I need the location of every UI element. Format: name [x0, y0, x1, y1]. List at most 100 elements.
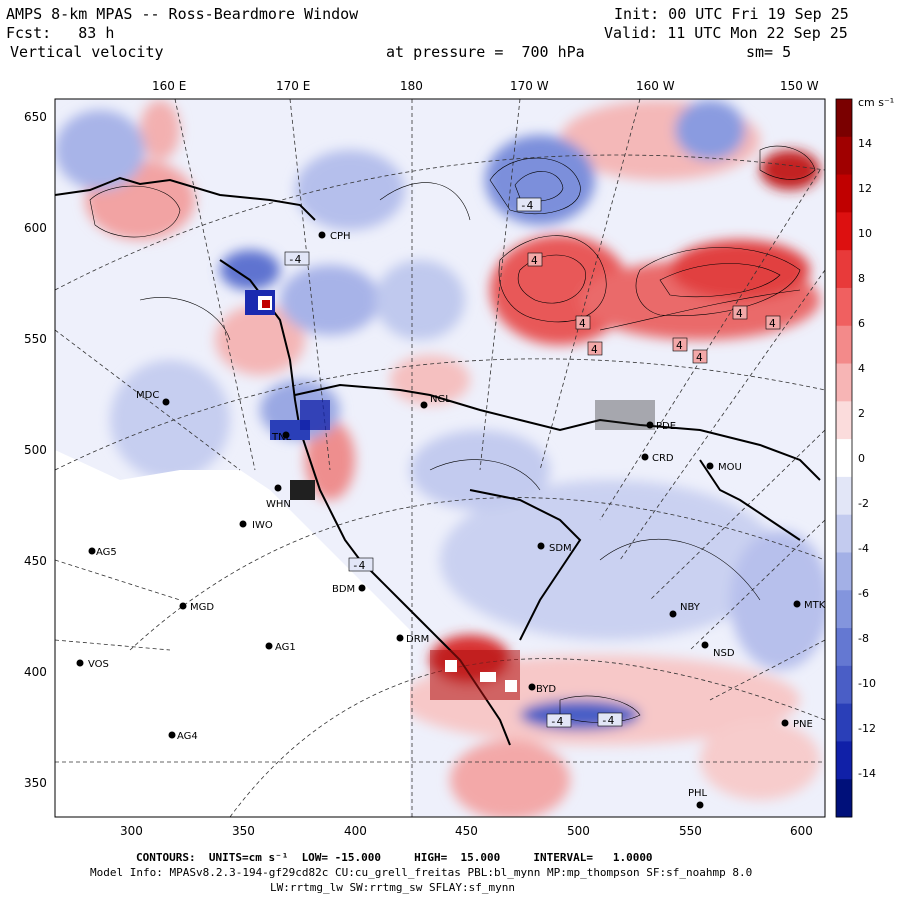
colorbar-label-m8: -8 — [858, 632, 869, 645]
top-tick-180: 180 — [400, 79, 423, 93]
colorbar-label-m14: -14 — [858, 767, 876, 780]
station-phl: PHL — [688, 788, 708, 799]
colorbar-label-m2: -2 — [858, 497, 869, 510]
colorbar-band — [836, 439, 852, 478]
terrain-noise — [245, 290, 655, 700]
contour-lines — [89, 145, 816, 723]
colorbar-band — [836, 741, 852, 780]
forecast-hour: Fcst: 83 h — [6, 24, 115, 42]
left-tick-550: 550 — [24, 332, 47, 346]
bottom-tick-350: 350 — [232, 824, 255, 838]
contour-label-2: -4 — [288, 253, 302, 266]
station-mtk: MTK — [804, 600, 826, 611]
station-mou: MOU — [718, 462, 742, 473]
bottom-tick-500: 500 — [567, 824, 590, 838]
valid-time: Valid: 11 UTC Mon 22 Sep 25 — [604, 24, 848, 42]
smoothing-value: sm= 5 — [746, 43, 792, 61]
colorbar-label-14: 14 — [858, 137, 872, 150]
colorbar-label-0: 0 — [858, 452, 865, 465]
station-sdm: SDM — [549, 543, 572, 554]
left-tick-400: 400 — [24, 665, 47, 679]
colorbar-band — [836, 552, 852, 591]
colorbar-units: cm s⁻¹ — [858, 96, 895, 109]
colorbar-label-m10: -10 — [858, 677, 876, 690]
colorbar-frame — [835, 98, 853, 818]
left-tick-650: 650 — [24, 110, 47, 124]
top-tick-160e: 160 E — [152, 79, 187, 93]
colorbar-band — [836, 401, 852, 440]
physics-info: LW:rrtmg_lw SW:rrtmg_sw SFLAY:sf_mynn — [270, 881, 516, 894]
left-tick-450: 450 — [24, 554, 47, 568]
colorbar-band — [836, 590, 852, 629]
colorbar-band — [836, 665, 852, 705]
colorbar-band — [836, 703, 852, 742]
colorbar-band — [836, 476, 852, 516]
bottom-tick-300: 300 — [120, 824, 143, 838]
colorbar-band — [836, 136, 852, 176]
contour-label-12: -4 — [601, 714, 615, 727]
contour-label-5: 4 — [591, 343, 598, 356]
station-nby: NBY — [680, 602, 701, 613]
station-iwo: IWO — [252, 520, 273, 531]
contour-label-11: -4 — [550, 715, 564, 728]
station-crd: CRD — [652, 453, 674, 464]
station-mdc: MDC — [136, 390, 159, 401]
colorbar-band — [836, 363, 852, 402]
contour-label-7: 4 — [696, 351, 703, 364]
station-pde: PDE — [656, 421, 676, 432]
colorbar-band — [836, 779, 852, 818]
contour-label-1: -4 — [520, 199, 534, 212]
colorbar-label-m4: -4 — [858, 542, 869, 555]
top-tick-150w: 150 W — [780, 79, 819, 93]
contour-info: CONTOURS: UNITS=cm s⁻¹ LOW= -15.000 HIGH… — [136, 851, 653, 864]
contour-label-3: 4 — [531, 254, 538, 267]
colorbar — [836, 99, 852, 818]
colorbar-label-12: 12 — [858, 182, 872, 195]
colorbar-label-m12: -12 — [858, 722, 876, 735]
station-drm: DRM — [406, 634, 429, 645]
colorbar-label-8: 8 — [858, 272, 865, 285]
colorbar-band — [836, 99, 852, 138]
station-bdm: BDM — [332, 584, 355, 595]
bottom-tick-550: 550 — [679, 824, 702, 838]
contour-label-9: 4 — [769, 317, 776, 330]
station-nsd: NSD — [713, 648, 735, 659]
bottom-tick-400: 400 — [344, 824, 367, 838]
contour-label-6: 4 — [676, 339, 683, 352]
colorbar-band — [836, 325, 852, 365]
top-tick-160w: 160 W — [636, 79, 675, 93]
contour-label-10: -4 — [352, 559, 366, 572]
top-tick-170e: 170 E — [276, 79, 311, 93]
model-info: Model Info: MPASv8.2.3-194-gf29cd82c CU:… — [90, 866, 753, 879]
bottom-tick-450: 450 — [455, 824, 478, 838]
colorbar-band — [836, 174, 852, 213]
station-cph: CPH — [330, 231, 351, 242]
contour-label-8: 4 — [736, 307, 743, 320]
colorbar-label-10: 10 — [858, 227, 872, 240]
model-title: AMPS 8-km MPAS -- Ross-Beardmore Window — [6, 5, 359, 23]
station-tnl: TNL — [271, 432, 292, 443]
colorbar-band — [836, 250, 852, 289]
colorbar-label-m6: -6 — [858, 587, 869, 600]
colorbar-band — [836, 212, 852, 251]
station-ag4: AG4 — [177, 731, 198, 742]
colorbar-band — [836, 287, 852, 327]
station-pne: PNE — [793, 719, 813, 730]
variable-name: Vertical velocity — [10, 43, 164, 61]
plot-frame — [54, 98, 826, 818]
left-tick-350: 350 — [24, 776, 47, 790]
colorbar-label-2: 2 — [858, 407, 865, 420]
station-ngl: NGL — [430, 394, 451, 405]
contour-label-4: 4 — [579, 317, 586, 330]
station-ag1: AG1 — [275, 642, 296, 653]
top-tick-170w: 170 W — [510, 79, 549, 93]
colorbar-band — [836, 628, 852, 667]
station-group: MDC AG5 MGD VOS AG1 AG4 IWO NGL BYD SDM … — [76, 231, 826, 809]
colorbar-label-6: 6 — [858, 317, 865, 330]
init-time: Init: 00 UTC Fri 19 Sep 25 — [614, 5, 849, 23]
station-byd: BYD — [536, 684, 556, 695]
pressure-level: at pressure = 700 hPa — [386, 43, 585, 61]
bottom-tick-600: 600 — [790, 824, 813, 838]
station-vos: VOS — [88, 659, 109, 670]
